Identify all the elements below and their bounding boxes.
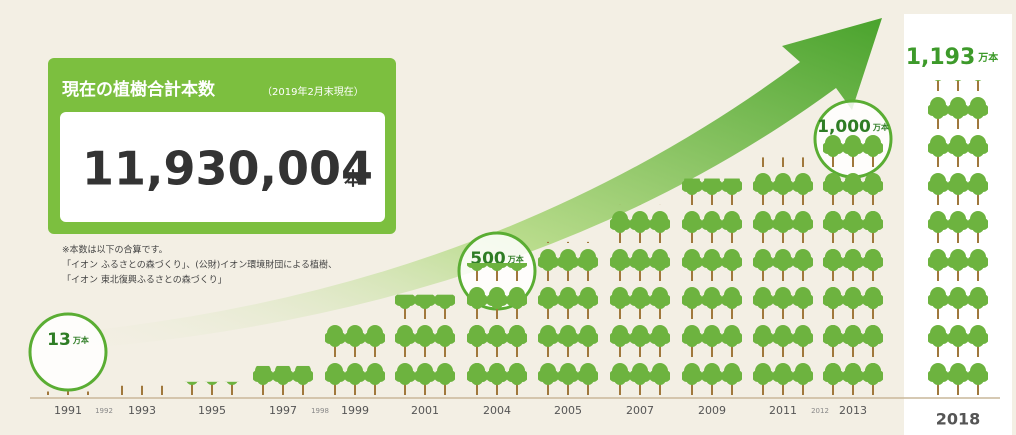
- year-label: 2011: [769, 404, 797, 417]
- year-label: 1999: [341, 404, 369, 417]
- year-label: 2004: [483, 404, 511, 417]
- total-as-of: （2019年2月末現在）: [262, 85, 364, 98]
- year-label: 1993: [128, 404, 156, 417]
- year-label: 2018: [936, 410, 981, 429]
- tree-column: [928, 80, 988, 395]
- year-label: 2013: [839, 404, 867, 417]
- minor-year-label: 1992: [95, 407, 113, 415]
- tree-column: [112, 385, 172, 395]
- tree-column: [253, 365, 313, 395]
- tree-column: [823, 131, 883, 395]
- minor-year-label: 2012: [811, 407, 829, 415]
- total-title: 現在の植樹合計本数: [62, 79, 216, 100]
- tree-column: [610, 204, 670, 395]
- value-label: 13 万本: [47, 330, 89, 350]
- tree-column: [325, 323, 385, 395]
- growth-arrow: [40, 18, 882, 352]
- tree-column: [182, 381, 242, 395]
- year-label: 2005: [554, 404, 582, 417]
- total-unit: 本: [344, 168, 362, 190]
- tree-column: [38, 391, 98, 395]
- year-label: 1991: [54, 404, 82, 417]
- note: 「イオン 東北復興ふるさとの森づくり」: [62, 274, 227, 286]
- note: 「イオン ふるさとの森づくり」、(公財)イオン環境財団による植樹、: [62, 259, 337, 271]
- note: ※本数は以下の合算です。: [62, 244, 168, 256]
- total-inner: [60, 112, 385, 222]
- year-label: 1995: [198, 404, 226, 417]
- year-label: 2007: [626, 404, 654, 417]
- tree-column: [538, 241, 598, 395]
- total-value: 11,930,004: [82, 142, 373, 196]
- year-label: 1997: [269, 404, 297, 417]
- year-label: 2001: [411, 404, 439, 417]
- value-label: 1,193 万本: [906, 45, 1000, 70]
- tree-column: [467, 263, 527, 395]
- tree-column: [682, 178, 742, 395]
- minor-year-label: 1998: [311, 407, 329, 415]
- tree-column: [395, 294, 455, 395]
- callout-circle: [28, 312, 108, 392]
- tree-column: [753, 157, 813, 395]
- year-label: 2009: [698, 404, 726, 417]
